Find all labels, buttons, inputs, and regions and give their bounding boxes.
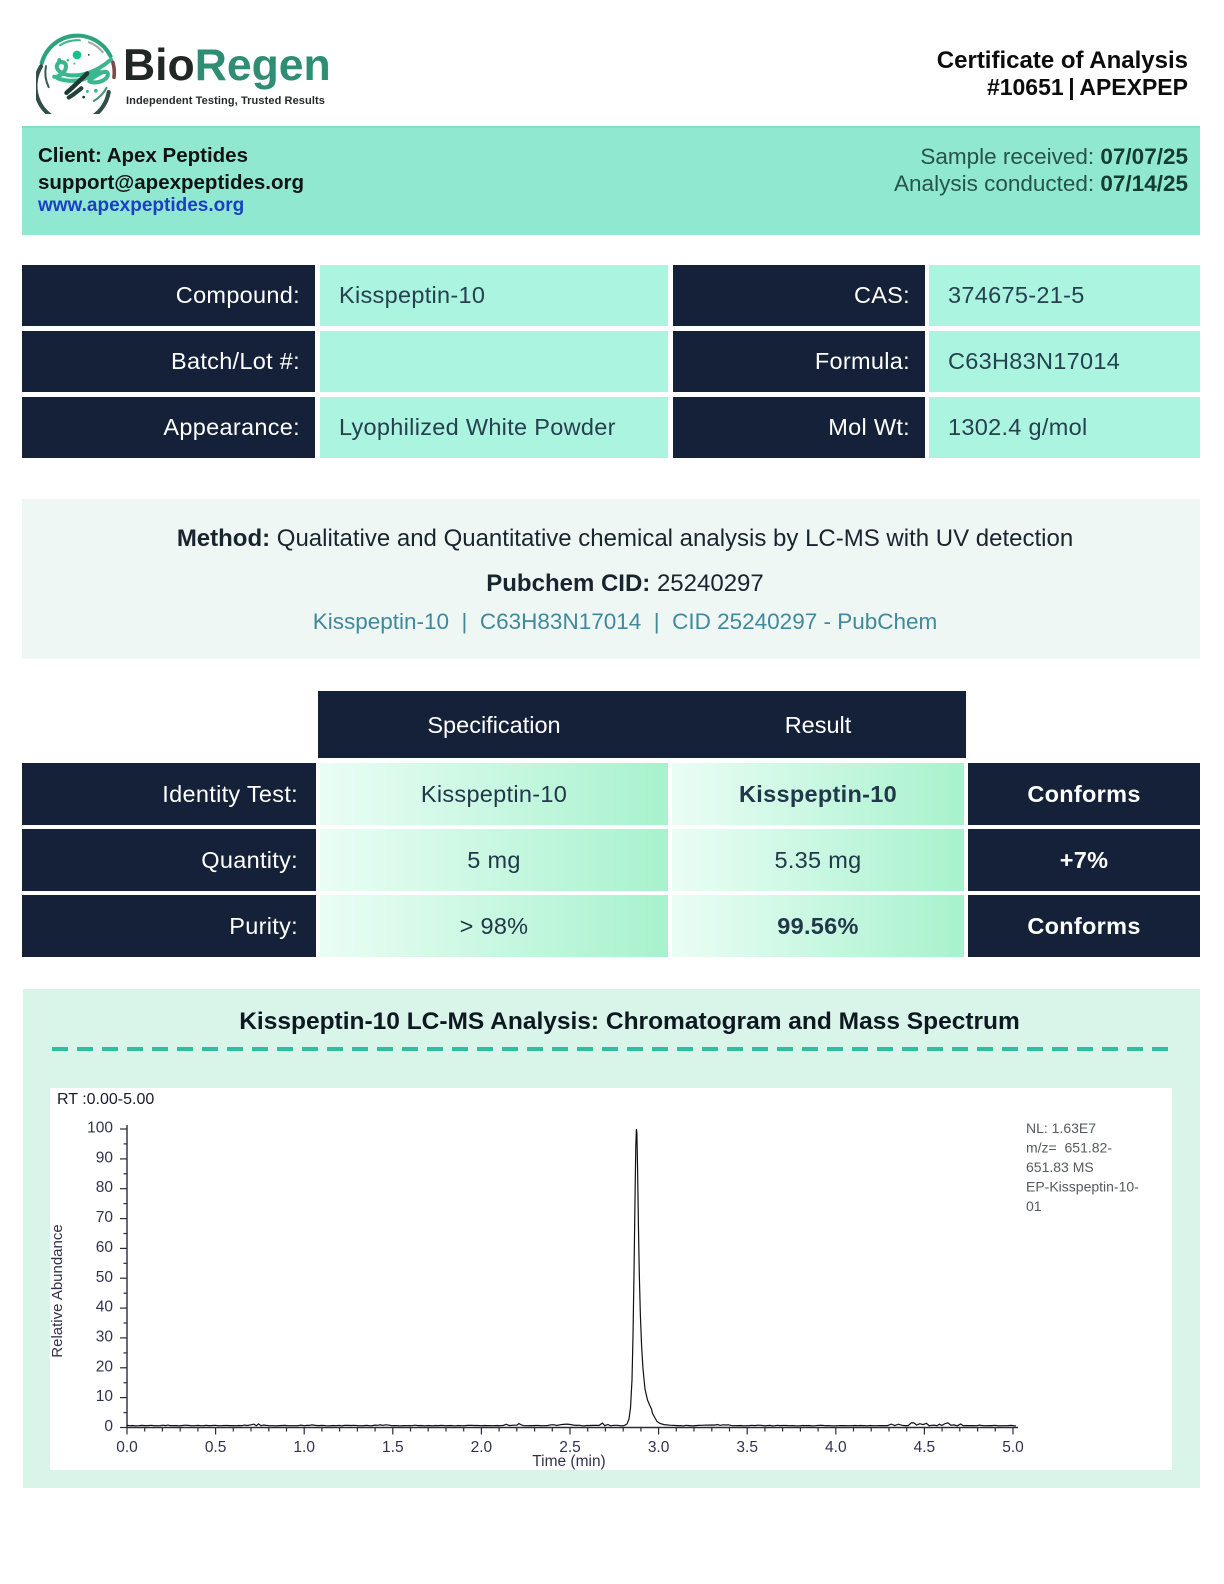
svg-text:70: 70 bbox=[96, 1209, 114, 1226]
svg-text:m/z= 651.82-: m/z= 651.82- bbox=[1026, 1140, 1112, 1156]
svg-text:Time (min): Time (min) bbox=[532, 1453, 605, 1470]
svg-text:80: 80 bbox=[96, 1179, 114, 1196]
svg-text:01: 01 bbox=[1026, 1198, 1042, 1214]
svg-text:EP-Kisspeptin-10-: EP-Kisspeptin-10- bbox=[1026, 1179, 1139, 1195]
svg-text:651.83 MS: 651.83 MS bbox=[1026, 1159, 1094, 1175]
svg-text:40: 40 bbox=[96, 1299, 114, 1316]
svg-text:5.0: 5.0 bbox=[1002, 1439, 1024, 1456]
svg-text:0.5: 0.5 bbox=[205, 1439, 227, 1456]
svg-text:RT :0.00-5.00: RT :0.00-5.00 bbox=[57, 1091, 154, 1108]
svg-text:50: 50 bbox=[96, 1269, 114, 1286]
svg-text:10: 10 bbox=[96, 1388, 114, 1405]
svg-text:4.0: 4.0 bbox=[825, 1439, 847, 1456]
svg-text:0.0: 0.0 bbox=[116, 1439, 138, 1456]
svg-text:3.0: 3.0 bbox=[648, 1439, 670, 1456]
svg-text:Relative Abundance: Relative Abundance bbox=[50, 1224, 66, 1357]
svg-text:60: 60 bbox=[96, 1239, 114, 1256]
svg-text:1.0: 1.0 bbox=[293, 1439, 315, 1456]
svg-text:3.5: 3.5 bbox=[736, 1439, 758, 1456]
svg-text:2.0: 2.0 bbox=[471, 1439, 493, 1456]
svg-text:30: 30 bbox=[96, 1328, 114, 1345]
svg-text:2.5: 2.5 bbox=[559, 1439, 581, 1456]
svg-text:100: 100 bbox=[87, 1120, 113, 1137]
svg-text:0: 0 bbox=[104, 1418, 113, 1435]
svg-text:1.5: 1.5 bbox=[382, 1439, 404, 1456]
svg-text:20: 20 bbox=[96, 1358, 114, 1375]
svg-text:90: 90 bbox=[96, 1149, 114, 1166]
svg-text:4.5: 4.5 bbox=[914, 1439, 936, 1456]
svg-text:NL: 1.63E7: NL: 1.63E7 bbox=[1026, 1120, 1096, 1136]
